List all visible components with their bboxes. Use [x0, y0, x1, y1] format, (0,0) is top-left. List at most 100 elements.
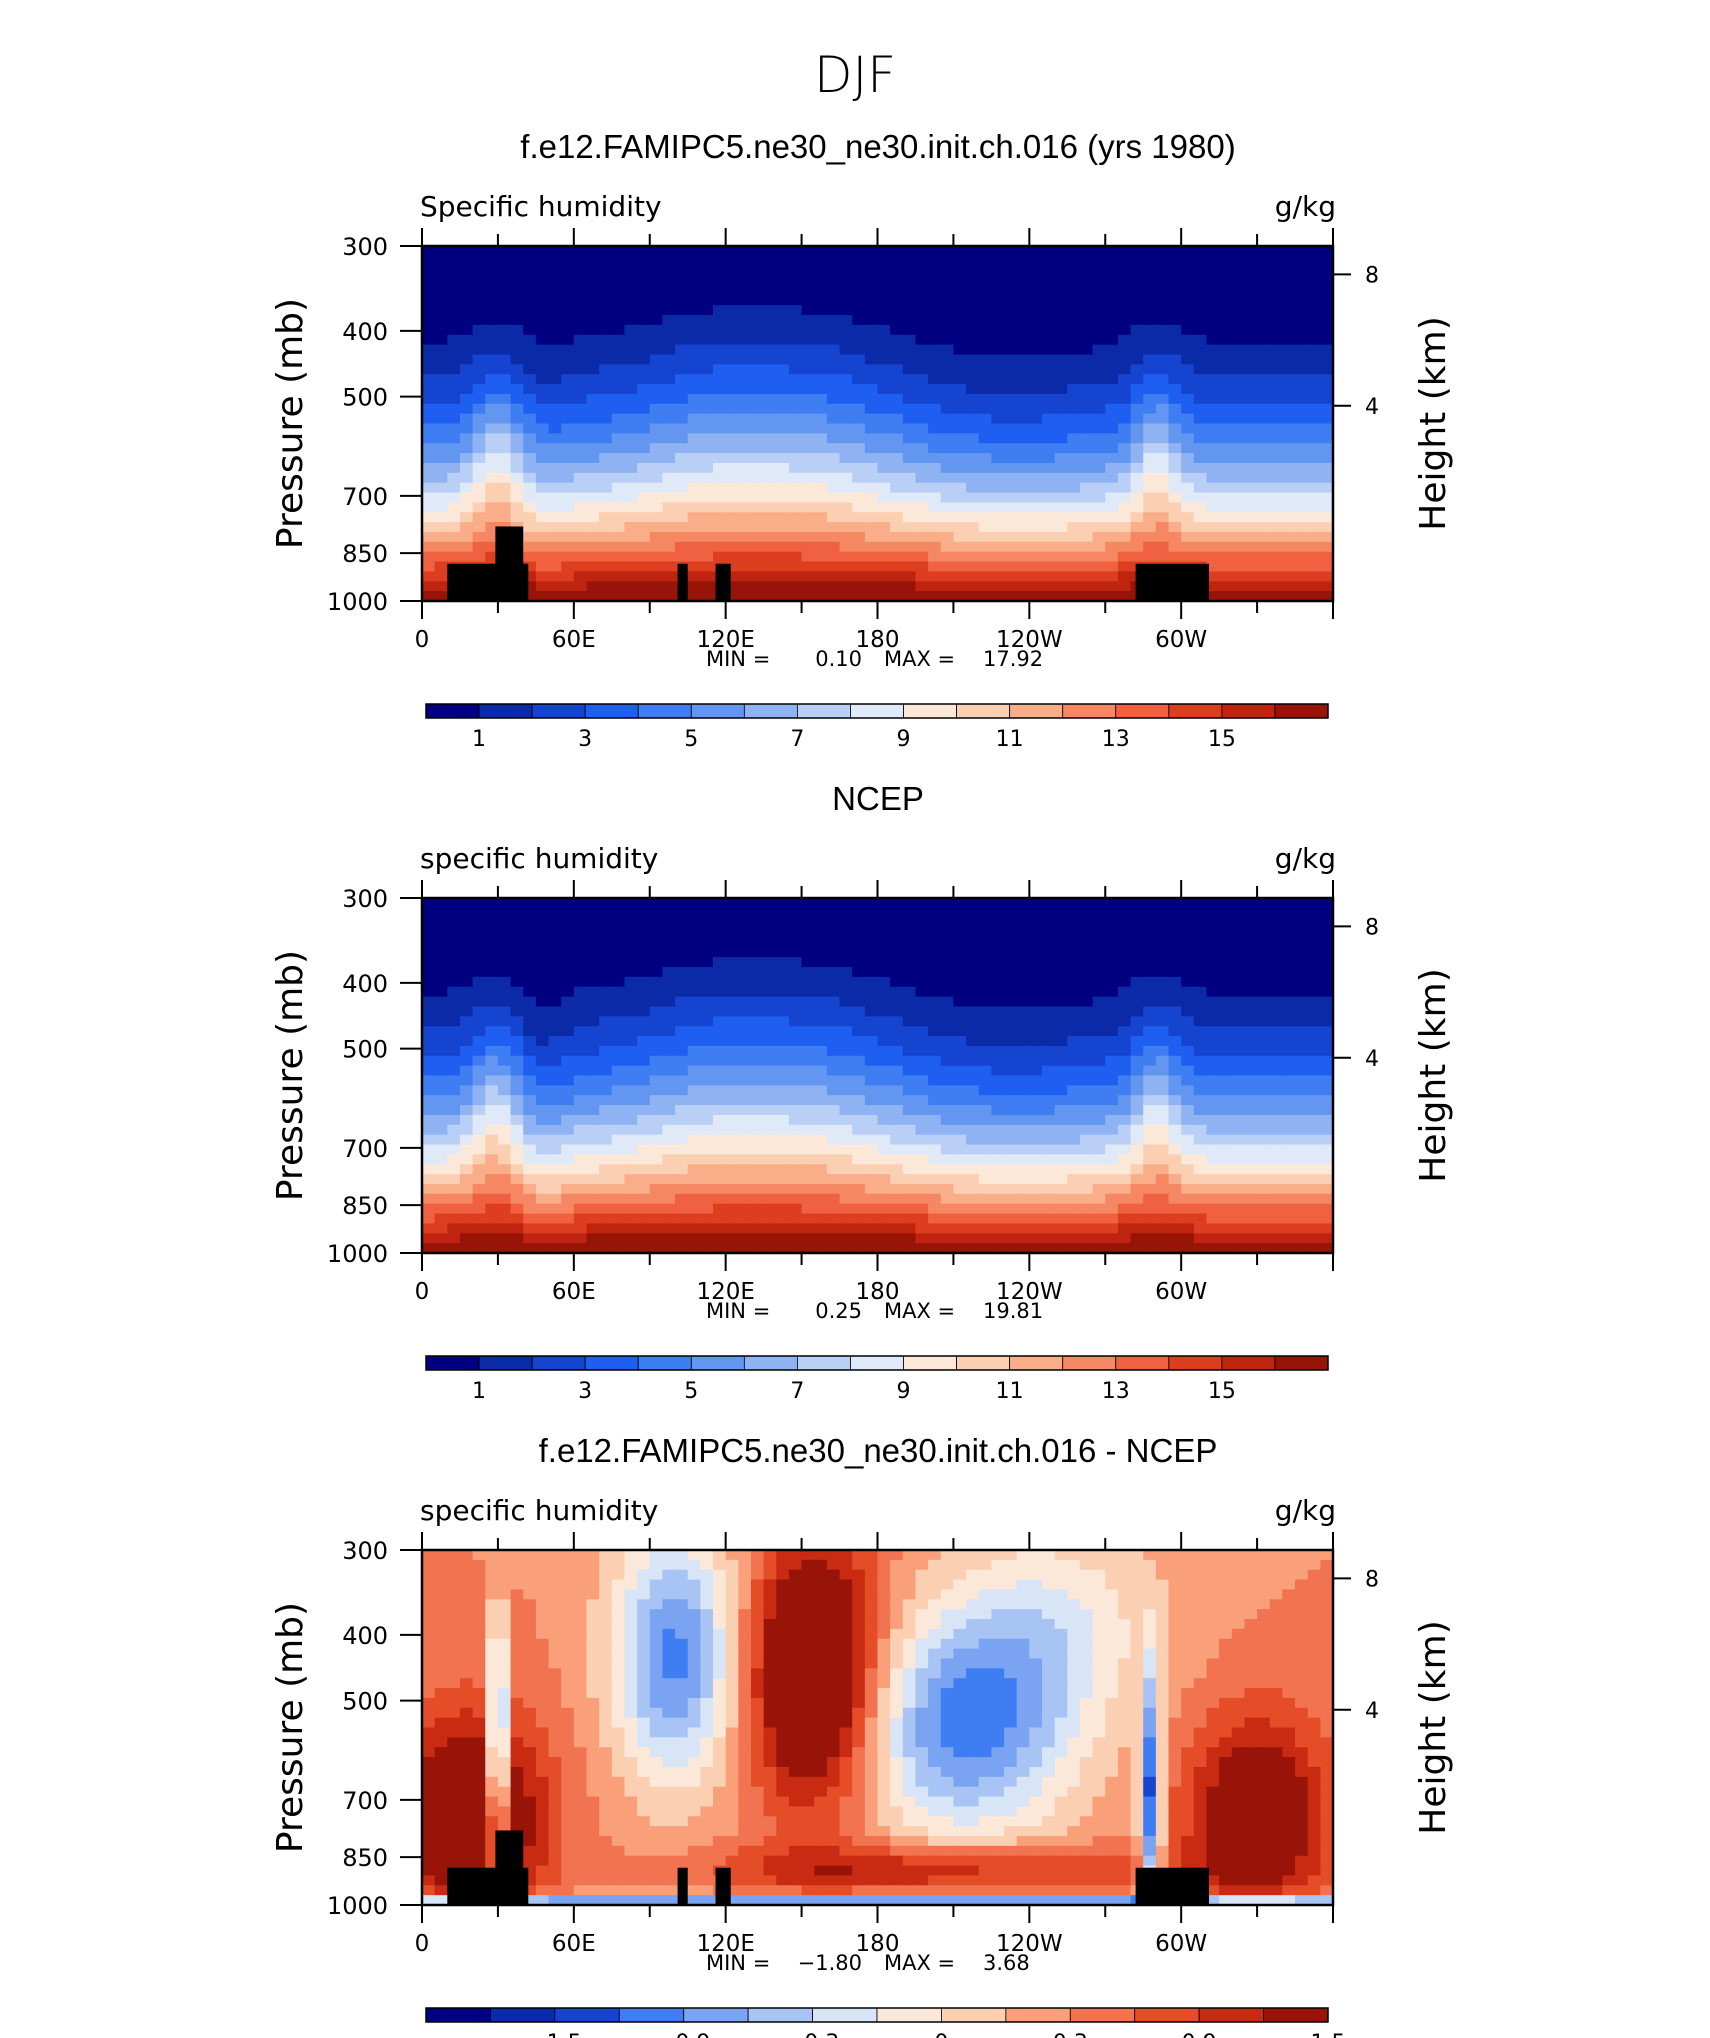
- heatmap-cell: [991, 462, 1005, 474]
- heatmap-cell: [1130, 1134, 1144, 1146]
- heatmap-cell: [548, 1134, 562, 1146]
- heatmap-cell: [953, 1134, 967, 1146]
- heatmap-cell: [801, 384, 815, 395]
- heatmap-cell: [750, 512, 765, 523]
- heatmap-cell: [928, 492, 942, 503]
- heatmap-cell: [1079, 492, 1094, 503]
- heatmap-cell: [1067, 443, 1081, 454]
- heatmap-cell: [447, 1203, 461, 1215]
- heatmap-cell: [573, 927, 588, 939]
- heatmap-cell: [890, 937, 904, 948]
- heatmap-cell: [991, 1203, 1005, 1215]
- heatmap-cell: [586, 986, 600, 998]
- heatmap-cell: [966, 1114, 980, 1126]
- heatmap-cell: [1054, 957, 1068, 968]
- heatmap-cell: [801, 285, 815, 296]
- heatmap-cell: [637, 1016, 651, 1027]
- heatmap-cell: [852, 927, 866, 939]
- heatmap-cell: [1295, 393, 1309, 405]
- heatmap-cell: [1269, 344, 1283, 356]
- heatmap-cell: [1168, 364, 1182, 375]
- heatmap-cell: [611, 502, 626, 513]
- heatmap-cell: [700, 1006, 714, 1017]
- heatmap-cell: [801, 453, 815, 464]
- heatmap-cell: [788, 246, 803, 257]
- heatmap-cell: [1067, 1134, 1081, 1146]
- heatmap-cell: [801, 255, 815, 267]
- heatmap-cell: [1029, 472, 1043, 484]
- heatmap-cell: [611, 986, 626, 998]
- heatmap-cell: [991, 1193, 1005, 1205]
- heatmap-cell: [687, 295, 701, 306]
- heatmap-cell: [700, 1134, 714, 1146]
- heatmap-cell: [649, 275, 663, 287]
- heatmap-cell: [1004, 976, 1018, 988]
- heatmap-cell: [1244, 1095, 1258, 1106]
- heatmap-cell: [1016, 1203, 1030, 1215]
- heatmap-cell: [637, 1203, 651, 1215]
- heatmap-cell: [1193, 927, 1208, 939]
- heatmap-cell: [472, 1026, 486, 1037]
- heatmap-cell: [864, 285, 879, 296]
- heatmap-cell: [1193, 275, 1208, 287]
- heatmap-cell: [599, 305, 613, 316]
- heatmap-cell: [1193, 1134, 1208, 1146]
- heatmap-cell: [535, 531, 550, 543]
- heatmap-cell: [1307, 947, 1321, 958]
- heatmap-cell: [1079, 1016, 1094, 1027]
- heatmap-cell: [1067, 502, 1081, 513]
- heatmap-cell: [788, 433, 803, 444]
- heatmap-cell: [1054, 324, 1068, 336]
- heatmap-cell: [1269, 1203, 1283, 1215]
- heatmap-cell: [1067, 937, 1081, 948]
- heatmap-cell: [1269, 364, 1283, 375]
- heatmap-cell: [864, 492, 879, 503]
- heatmap-cell: [1206, 453, 1220, 464]
- heatmap-cell: [1282, 571, 1296, 582]
- heatmap-cell: [915, 512, 929, 523]
- heatmap-cell: [662, 1016, 676, 1027]
- heatmap-cell: [788, 462, 803, 474]
- heatmap-cell: [675, 374, 689, 385]
- y-tick-label: 1000: [327, 588, 388, 616]
- heatmap-cell: [852, 453, 866, 464]
- heatmap-cell: [523, 315, 537, 326]
- heatmap-cell: [1219, 917, 1233, 929]
- heatmap-cell: [776, 482, 790, 494]
- heatmap-cell: [1269, 957, 1283, 968]
- heatmap-cell: [1231, 305, 1246, 316]
- heatmap-cell: [624, 344, 638, 356]
- heatmap-cell: [1181, 255, 1195, 267]
- heatmap-cell: [599, 364, 613, 375]
- heatmap-cell: [599, 423, 613, 434]
- heatmap-cell: [548, 522, 562, 533]
- heatmap-cell: [940, 1174, 955, 1185]
- heatmap-cell: [991, 1105, 1005, 1116]
- heatmap-cell: [1181, 898, 1195, 909]
- heatmap-cell: [700, 1016, 714, 1027]
- heatmap-cell: [637, 403, 651, 415]
- heatmap-cell: [902, 541, 917, 553]
- heatmap-cell: [1105, 1203, 1119, 1215]
- heatmap-cell: [1105, 1026, 1119, 1037]
- heatmap-cell: [637, 976, 651, 988]
- heatmap-cell: [459, 384, 474, 395]
- heatmap-cell: [801, 1193, 815, 1205]
- heatmap-cell: [1244, 907, 1258, 919]
- heatmap-cell: [877, 354, 891, 365]
- heatmap-cell: [1041, 472, 1056, 484]
- heatmap-cell: [1105, 305, 1119, 316]
- heatmap-cell: [852, 295, 866, 306]
- heatmap-cell: [1307, 1065, 1321, 1077]
- heatmap-cell: [1016, 354, 1030, 365]
- heatmap-cell: [700, 433, 714, 444]
- heatmap-cell: [675, 364, 689, 375]
- heatmap-cell: [523, 246, 537, 257]
- heatmap-cell: [675, 413, 689, 425]
- heatmap-cell: [839, 344, 853, 356]
- heatmap-cell: [852, 996, 866, 1008]
- heatmap-cell: [1168, 403, 1182, 415]
- heatmap-cell: [1257, 285, 1271, 296]
- heatmap-cell: [687, 255, 701, 267]
- heatmap-cell: [1041, 591, 1056, 602]
